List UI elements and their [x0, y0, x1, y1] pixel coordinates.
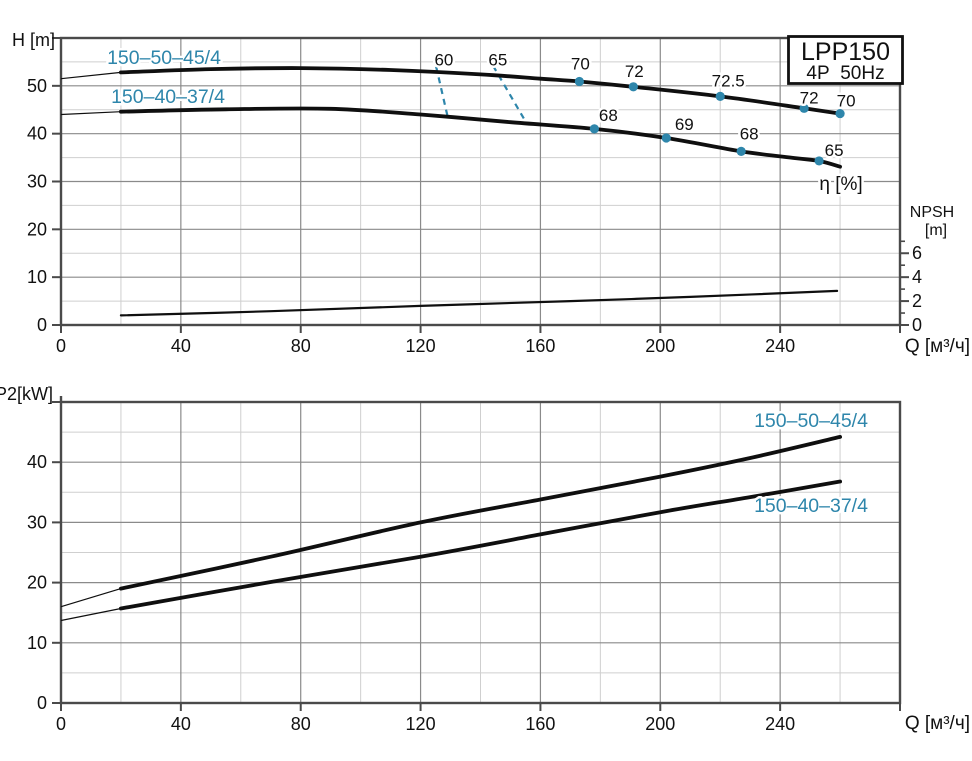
npsh-axis-label-line2: [m]	[925, 222, 947, 239]
x-tick-label: 80	[291, 336, 311, 356]
plot-frame	[59, 400, 902, 705]
y-tick-label: 0	[37, 693, 47, 713]
efficiency-point-label: 65	[825, 141, 844, 160]
title-box: LPP150 4P 50Hz	[787, 35, 904, 85]
x-tick-label: 160	[525, 714, 555, 734]
x-tick-label: 200	[645, 714, 675, 734]
curve-150–50–45/4	[119, 66, 842, 116]
efficiency-point	[715, 91, 725, 101]
y-tick-label: 20	[27, 573, 47, 593]
x-tick-label: 80	[291, 714, 311, 734]
curve-lead-in	[60, 588, 122, 608]
npsh-tick-label: 4	[912, 267, 922, 287]
x-tick-label: 120	[406, 336, 436, 356]
y-tick-label: 30	[27, 512, 47, 532]
efficiency-point-label: 72	[800, 88, 819, 107]
x-tick-label: 0	[56, 336, 66, 356]
title-box-border	[787, 35, 904, 85]
efficiency-point-label: 68	[740, 124, 759, 143]
efficiency-point	[661, 133, 671, 143]
efficiency-point-label: 72.5	[712, 71, 745, 90]
efficiency-axis-label: η [%]	[819, 174, 862, 195]
efficiency-point-label: 70	[571, 55, 590, 74]
curve-150–40–37/4	[119, 106, 842, 169]
iso-efficiency-line	[435, 66, 450, 120]
curve-150–50–45/4	[119, 435, 842, 591]
y-tick-label: 50	[27, 76, 47, 96]
efficiency-point	[589, 124, 599, 134]
y-tick-label: 10	[27, 267, 47, 287]
npsh-axis-label-line1: NPSH	[910, 204, 954, 221]
y-tick-label: 20	[27, 219, 47, 239]
curve-lead-in	[60, 111, 121, 116]
head-x-axis-label: Q [м³/ч]	[905, 336, 970, 357]
iso-efficiency-label: 65	[488, 51, 507, 70]
y-tick-label: 40	[27, 124, 47, 144]
y-tick-label: 0	[37, 315, 47, 335]
y-tick-label: 30	[27, 172, 47, 192]
curve-150–40–37/4	[119, 479, 842, 611]
head-chart-layer: 0 40 80 120 160 200 240 0 10 20 30 40 50 0 2 4 6 60 65 70 72…	[27, 36, 922, 356]
x-tick-label: 240	[765, 714, 795, 734]
x-tick-label: 240	[765, 336, 795, 356]
power-curve-label-150-50-45-4: 150–50–45/4	[754, 410, 868, 432]
y-tick-label: 40	[27, 452, 47, 472]
x-tick-label: 40	[171, 714, 191, 734]
efficiency-point-label: 72	[625, 62, 644, 81]
efficiency-point-label: 68	[599, 106, 618, 125]
npsh-tick-label: 0	[912, 315, 922, 335]
x-tick-label: 200	[645, 336, 675, 356]
iso-efficiency-label: 60	[434, 51, 453, 70]
curve-lead-in	[60, 607, 122, 622]
head-y-axis-label: H [m]	[12, 30, 55, 50]
npsh-tick-label: 6	[912, 243, 922, 263]
head-curve-label-150-40-37-4: 150–40–37/4	[111, 86, 225, 108]
x-tick-label: 0	[56, 714, 66, 734]
npsh-tick-label: 2	[912, 291, 922, 311]
head-curve-label-150-50-45-4: 150–50–45/4	[107, 47, 221, 69]
efficiency-point	[814, 156, 824, 166]
x-tick-label: 40	[171, 336, 191, 356]
efficiency-point	[736, 146, 746, 156]
efficiency-point	[799, 103, 809, 113]
curve-NPSH	[119, 289, 839, 317]
efficiency-point	[574, 76, 584, 87]
pump-spec-subtitle: 4P 50Hz	[806, 63, 884, 84]
power-x-axis-label: Q [м³/ч]	[905, 713, 970, 734]
efficiency-point	[835, 108, 845, 119]
x-tick-label: 160	[525, 336, 555, 356]
efficiency-point-label: 69	[675, 115, 694, 134]
pump-model-title: LPP150	[801, 38, 890, 66]
curve-lead-in	[60, 71, 121, 80]
x-tick-label: 120	[406, 714, 436, 734]
efficiency-point-label: 70	[837, 92, 856, 111]
power-curve-label-150-40-37-4: 150–40–37/4	[754, 495, 868, 517]
power-chart-layer: 0 40 80 120 160 200 240 0 10 20 30 40	[27, 396, 902, 734]
y-tick-label: 10	[27, 633, 47, 653]
power-y-axis-label: P2[kW]	[0, 384, 53, 404]
efficiency-point	[628, 82, 638, 92]
